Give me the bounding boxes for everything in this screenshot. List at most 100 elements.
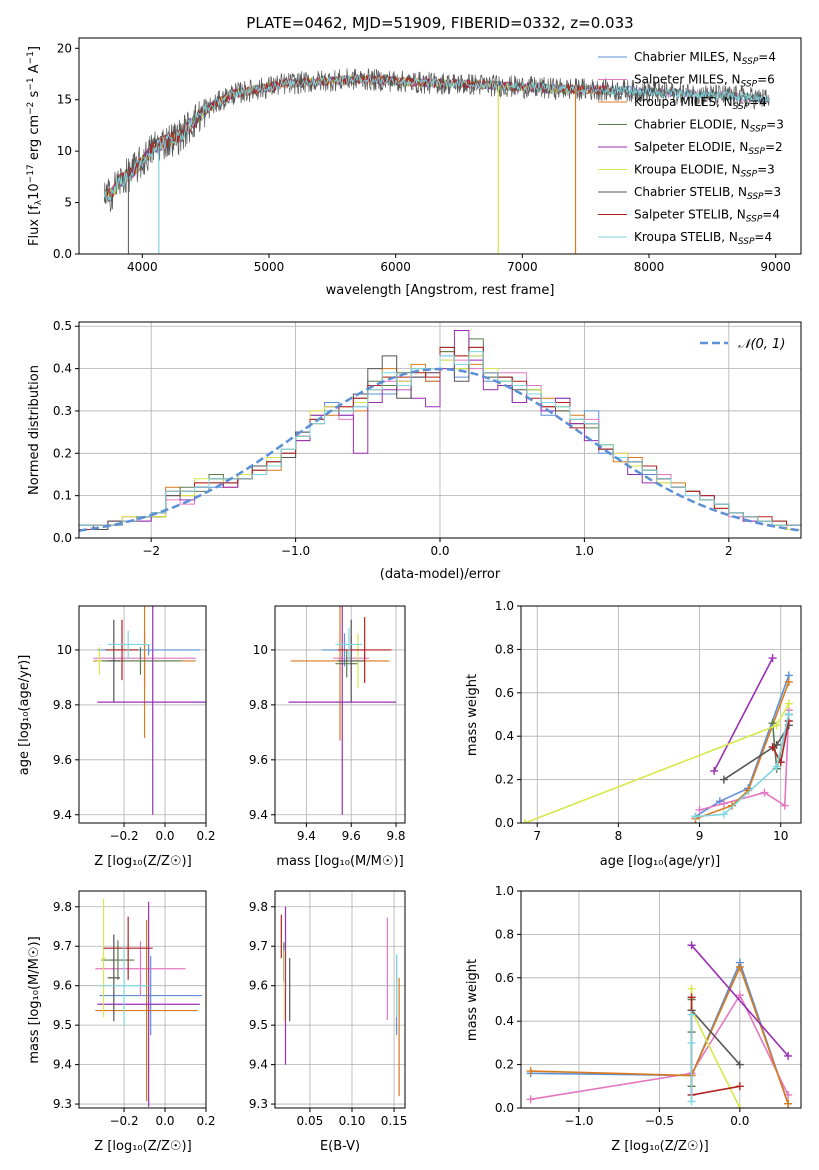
panel-spectrum: 4000 5000 6000 7000 8000 9000 0.0 5 10 15 20 Chabri…: [26, 37, 802, 298]
panel-weight-vs-age: 7 8 9 10 0.0 0.2 0.4 0.6 0.8 1.0 age [log₁₀(age/yr…: [465, 599, 802, 869]
x-tick-label: 10: [773, 829, 788, 843]
x-tick-label: −0.2: [109, 829, 138, 843]
axes-frame: [78, 890, 207, 1109]
legend-label-part: Kroupa MILES, N: [634, 95, 733, 109]
x-tick-label: 9: [696, 829, 704, 843]
weight-marker: [687, 1010, 696, 1019]
weight-marker: [760, 788, 769, 797]
y-tick-label: 0.0: [495, 816, 514, 830]
x-axis-label: Z [log₁₀(Z/Z☉)]: [94, 1139, 191, 1154]
legend-label-part: =3: [764, 185, 782, 199]
panel-age-vs-Z: −0.2 0.0 0.2 9.4 9.6 9.8 10 Z [log₁₀(Z/Z☉)] age …: [17, 605, 216, 869]
label-part: −2: [26, 102, 36, 115]
x-tick-label: 9000: [760, 260, 791, 274]
legend-label: Kroupa STELIB, NSSP=4: [634, 230, 772, 247]
y-tick-label: 0.1: [53, 489, 72, 503]
legend-label-part: Chabrier STELIB, N: [634, 185, 747, 199]
legend-label: Kroupa MILES, NSSP=4: [634, 95, 767, 112]
x-axis-label: (data-model)/error: [380, 567, 501, 582]
weight-line-6: [691, 1009, 741, 1066]
legend-label-part: SSP: [733, 102, 750, 112]
x-tick-label: −2: [142, 544, 160, 558]
weight-line-7: [690, 997, 741, 1096]
y-tick-label: 0.2: [495, 1058, 514, 1072]
weight-line-2: [695, 681, 790, 820]
weight-marker: [687, 1097, 696, 1106]
x-tick-label: 0.15: [381, 1114, 408, 1128]
legend-label-part: SSP: [746, 215, 763, 225]
weight-marker: [521, 819, 530, 823]
legend-label-part: Kroupa STELIB, N: [634, 230, 738, 244]
y-axis-label: Flux [fλ10−17 erg cm−2 s−1 A−1]: [26, 46, 44, 246]
panel-mass-vs-Z: −0.2 0.0 0.2 9.3 9.4 9.5 9.6 9.7 9.8 Z [log₁₀(Z/Z…: [27, 890, 216, 1154]
y-tick-label: 20: [57, 41, 72, 55]
weight-marker: [719, 799, 728, 808]
y-tick-label: 9.3: [249, 1097, 268, 1111]
legend-label-part: Salpeter STELIB, N: [634, 208, 746, 222]
weight-marker: [687, 1038, 696, 1047]
weight-marker: [784, 699, 793, 708]
plot-area: [103, 68, 770, 254]
weight-line-2: [530, 964, 789, 1104]
legend-label-part: SSP: [742, 57, 759, 67]
x-tick-label: 0.05: [297, 1114, 324, 1128]
plot-area: [288, 606, 397, 815]
weight-line-4: [690, 944, 789, 1057]
legend: 𝒩(0, 1): [700, 337, 785, 352]
x-axis-label: wavelength [Angstrom, rest frame]: [326, 283, 555, 298]
y-tick-label: 9.6: [53, 753, 72, 767]
panel-residuals: −2 −1.0 0.0 1.0 2 0.0 0.1 0.2 0.3 0.4 0.5 𝒩(0, 1) (d…: [27, 319, 802, 582]
y-tick-label: 9.7: [53, 939, 72, 953]
y-tick-label: 0.5: [53, 319, 72, 333]
label-part: Flux [f: [27, 205, 42, 246]
legend-label: 𝒩(0, 1): [738, 337, 785, 352]
y-tick-label: 0.6: [495, 686, 514, 700]
y-tick-label: 0.6: [495, 971, 514, 985]
y-tick-label: 9.8: [53, 698, 72, 712]
weight-marker: [719, 810, 728, 819]
weight-marker: [784, 1051, 793, 1060]
y-axis-label: mass weight: [465, 674, 480, 756]
axes-frame: [520, 890, 802, 1109]
y-tick-label: 1.0: [495, 884, 514, 898]
x-tick-label: −0.5: [645, 1114, 674, 1128]
weight-marker: [735, 991, 744, 1000]
weight-marker: [687, 993, 696, 1002]
weight-marker: [784, 1099, 793, 1108]
spectrum-line-6: [103, 68, 770, 212]
panel-mass-vs-EBV: 0.05 0.10 0.15 9.3 9.4 9.5 9.6 9.7 9.8 E(B-V): [249, 890, 408, 1154]
axes-frame: [78, 605, 207, 824]
x-tick-label: −1.0: [564, 1114, 593, 1128]
x-axis-label: age [log₁₀(age/yr)]: [600, 854, 721, 869]
label-part: −17: [26, 164, 36, 183]
normal-curve: [79, 367, 801, 532]
plot-area: [95, 898, 202, 1107]
weight-line-4: [713, 657, 774, 772]
legend-label-part: Kroupa ELODIE, N: [634, 163, 741, 177]
x-tick-label: 0.0: [155, 829, 174, 843]
y-tick-label: 9.4: [53, 808, 72, 822]
legend-label-part: =4: [762, 208, 780, 222]
weight-marker: [687, 984, 696, 993]
plot-area: [93, 606, 206, 815]
weight-line-1: [530, 993, 789, 1101]
weight-marker: [526, 1067, 535, 1076]
weight-marker: [691, 812, 700, 821]
weight-marker: [784, 710, 793, 719]
weight-marker: [780, 801, 789, 810]
y-tick-label: 0.2: [495, 773, 514, 787]
weight-marker: [784, 677, 793, 686]
y-tick-label: 10: [57, 144, 72, 158]
label-part: 10: [27, 183, 42, 200]
x-tick-label: −1.0: [281, 544, 310, 558]
label-part: s: [27, 90, 42, 101]
y-tick-label: 9.4: [249, 808, 268, 822]
axes-frame: [520, 605, 802, 824]
legend-label-part: =3: [757, 163, 775, 177]
x-axis-label: Z [log₁₀(Z/Z☉)]: [94, 854, 191, 869]
y-tick-label: 9.7: [249, 939, 268, 953]
weight-marker: [772, 740, 781, 749]
weight-marker: [772, 721, 781, 730]
x-axis-label: mass [log₁₀(M/M☉)]: [276, 854, 403, 869]
